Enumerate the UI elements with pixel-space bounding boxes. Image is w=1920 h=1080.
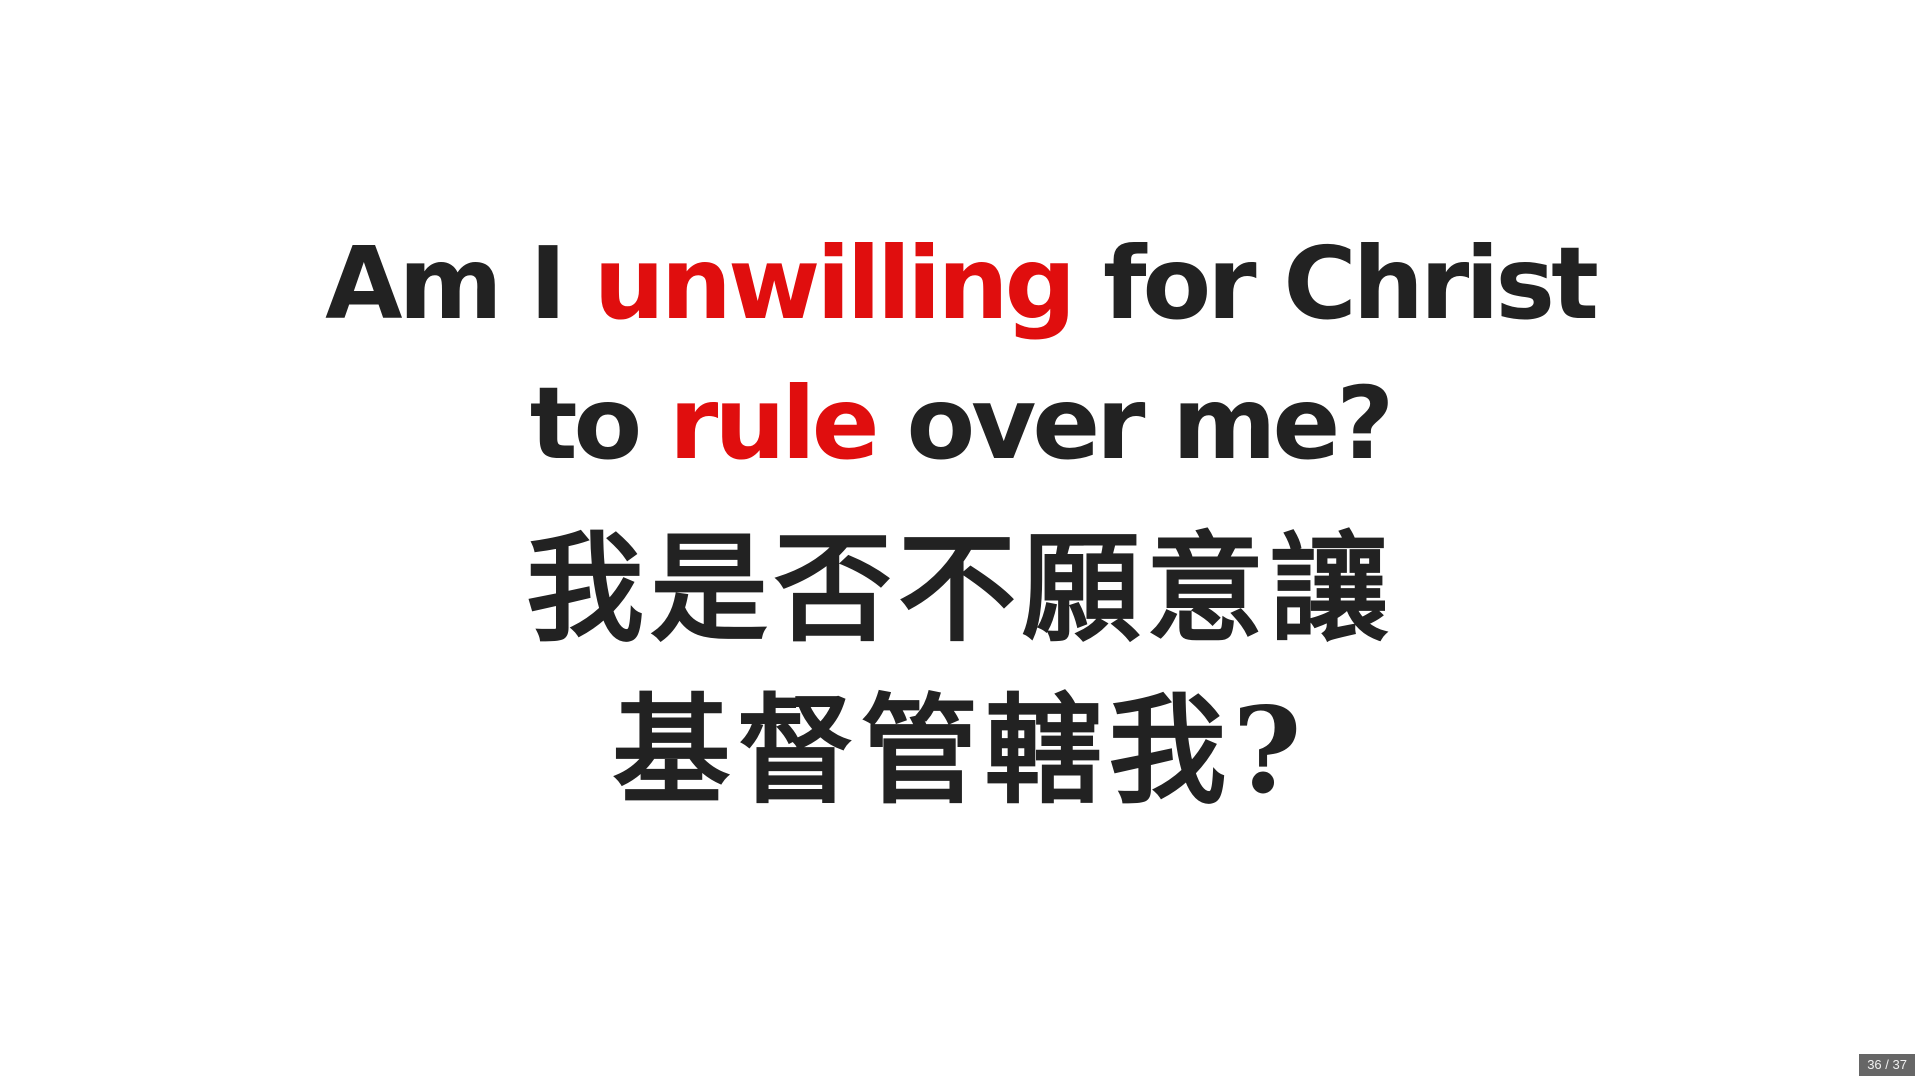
current-slide-number: 36 — [1867, 1057, 1882, 1072]
chinese-question-line-1: 我是否不願意讓 — [525, 519, 1394, 658]
chinese-question-line-2: 基督管轄我? — [612, 681, 1308, 820]
english-question-line-1: Am I unwilling for Christ — [0, 214, 1920, 354]
counter-separator: / — [1885, 1057, 1889, 1072]
line2-pre-text: to — [529, 365, 670, 482]
line2-post-text: over me? — [875, 365, 1394, 482]
highlight-word-unwilling: unwilling — [593, 225, 1077, 342]
slide-content: Am I unwilling for Christ to rule over m… — [0, 214, 1920, 832]
line1-pre-text: Am I — [325, 225, 594, 342]
highlight-word-rule: rule — [669, 365, 880, 482]
line1-post-text: for Christ — [1072, 225, 1599, 342]
slide-counter: 36 / 37 — [1859, 1054, 1915, 1076]
total-slide-number: 37 — [1892, 1057, 1907, 1072]
english-question-line-2: to rule over me? — [0, 354, 1920, 494]
